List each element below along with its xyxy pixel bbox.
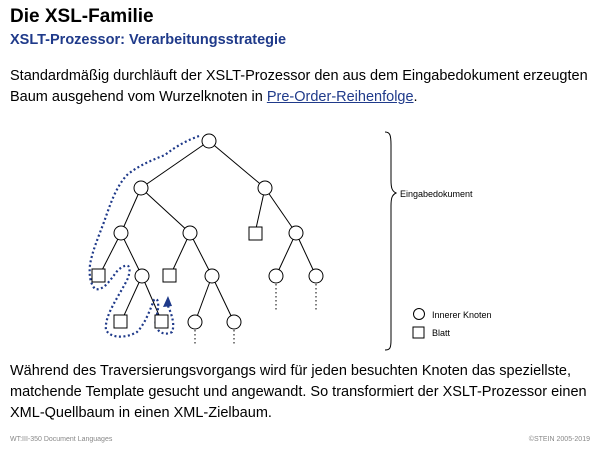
intro-paragraph: Standardmäßig durchläuft der XSLT-Prozes… bbox=[10, 66, 595, 108]
footer-left: WT:III-350 Document Languages bbox=[10, 436, 113, 443]
footer-right: ©STEIN 2005-2019 bbox=[528, 436, 590, 443]
inner-nodes bbox=[113, 133, 324, 330]
legend-circle-icon bbox=[413, 308, 425, 320]
tree-continuation-dots bbox=[194, 284, 317, 346]
traversal-arrow-icon bbox=[163, 296, 172, 307]
leaf-nodes bbox=[91, 226, 263, 329]
outro-paragraph: Während des Traversierungsvorgangs wird … bbox=[10, 363, 587, 421]
preorder-traversal-path bbox=[88, 134, 200, 338]
slide-subtitle: XSLT-Prozessor: Verarbeitungsstrategie bbox=[10, 32, 287, 48]
pre-order-link[interactable]: Pre-Order-Reihenfolge bbox=[266, 89, 414, 105]
intro-text: Standardmäßig durchläuft der XSLT-Prozes… bbox=[10, 68, 588, 105]
legend-square-icon bbox=[412, 326, 425, 339]
brace-label: Eingabedokument bbox=[400, 189, 473, 199]
tree-edges bbox=[98, 140, 317, 323]
input-document-brace bbox=[384, 131, 398, 351]
intro-text-end: . bbox=[413, 89, 418, 105]
legend-leaf: Blatt bbox=[432, 328, 451, 338]
legend-inner-node: Innerer Knoten bbox=[432, 310, 492, 320]
slide-title: Die XSL-Familie bbox=[10, 6, 154, 27]
